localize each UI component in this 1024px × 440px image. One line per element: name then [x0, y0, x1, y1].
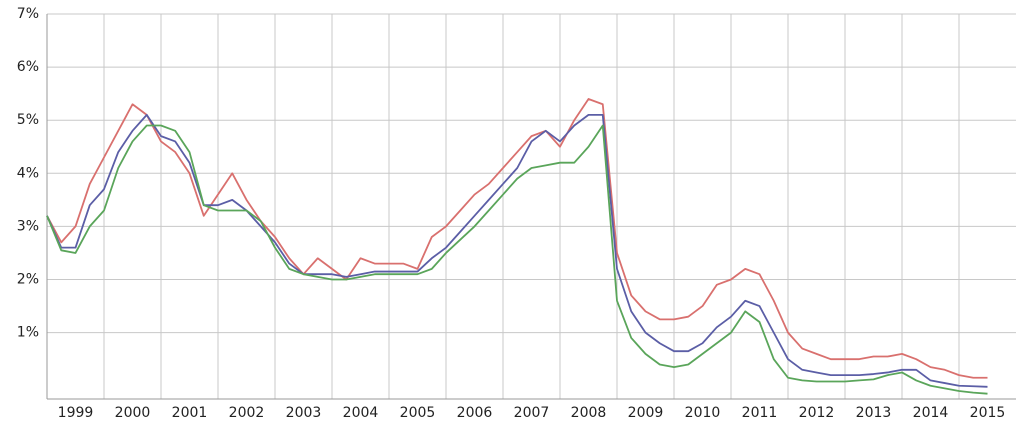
x-tick-label: 2015 — [970, 405, 1006, 421]
x-tick-label: 1999 — [58, 405, 94, 421]
x-tick-label: 2002 — [229, 405, 265, 421]
x-tick-label: 2006 — [457, 405, 493, 421]
x-tick-label: 2011 — [742, 405, 778, 421]
data-line — [46, 124, 988, 395]
x-tick-label: 2013 — [856, 405, 892, 421]
x-tick-label: 2001 — [172, 405, 208, 421]
y-tick-label: 6% — [17, 59, 39, 75]
x-tick-label: 2005 — [400, 405, 436, 421]
data-line — [46, 114, 988, 388]
x-tick-label: 2003 — [286, 405, 322, 421]
y-tick-label: 1% — [17, 325, 39, 341]
x-tick-label: 2014 — [913, 405, 949, 421]
y-tick-label: 4% — [17, 165, 39, 181]
x-tick-label: 2009 — [628, 405, 664, 421]
x-tick-label: 2007 — [514, 405, 550, 421]
x-tick-label: 2012 — [799, 405, 835, 421]
x-tick-label: 2000 — [115, 405, 151, 421]
y-tick-label: 7% — [17, 6, 39, 22]
data-line — [46, 98, 988, 379]
y-tick-label: 3% — [17, 218, 39, 234]
y-tick-label: 2% — [17, 272, 39, 288]
x-tick-label: 2004 — [343, 405, 379, 421]
x-tick-label: 2010 — [685, 405, 721, 421]
y-tick-label: 5% — [17, 112, 39, 128]
x-tick-label: 2008 — [571, 405, 607, 421]
